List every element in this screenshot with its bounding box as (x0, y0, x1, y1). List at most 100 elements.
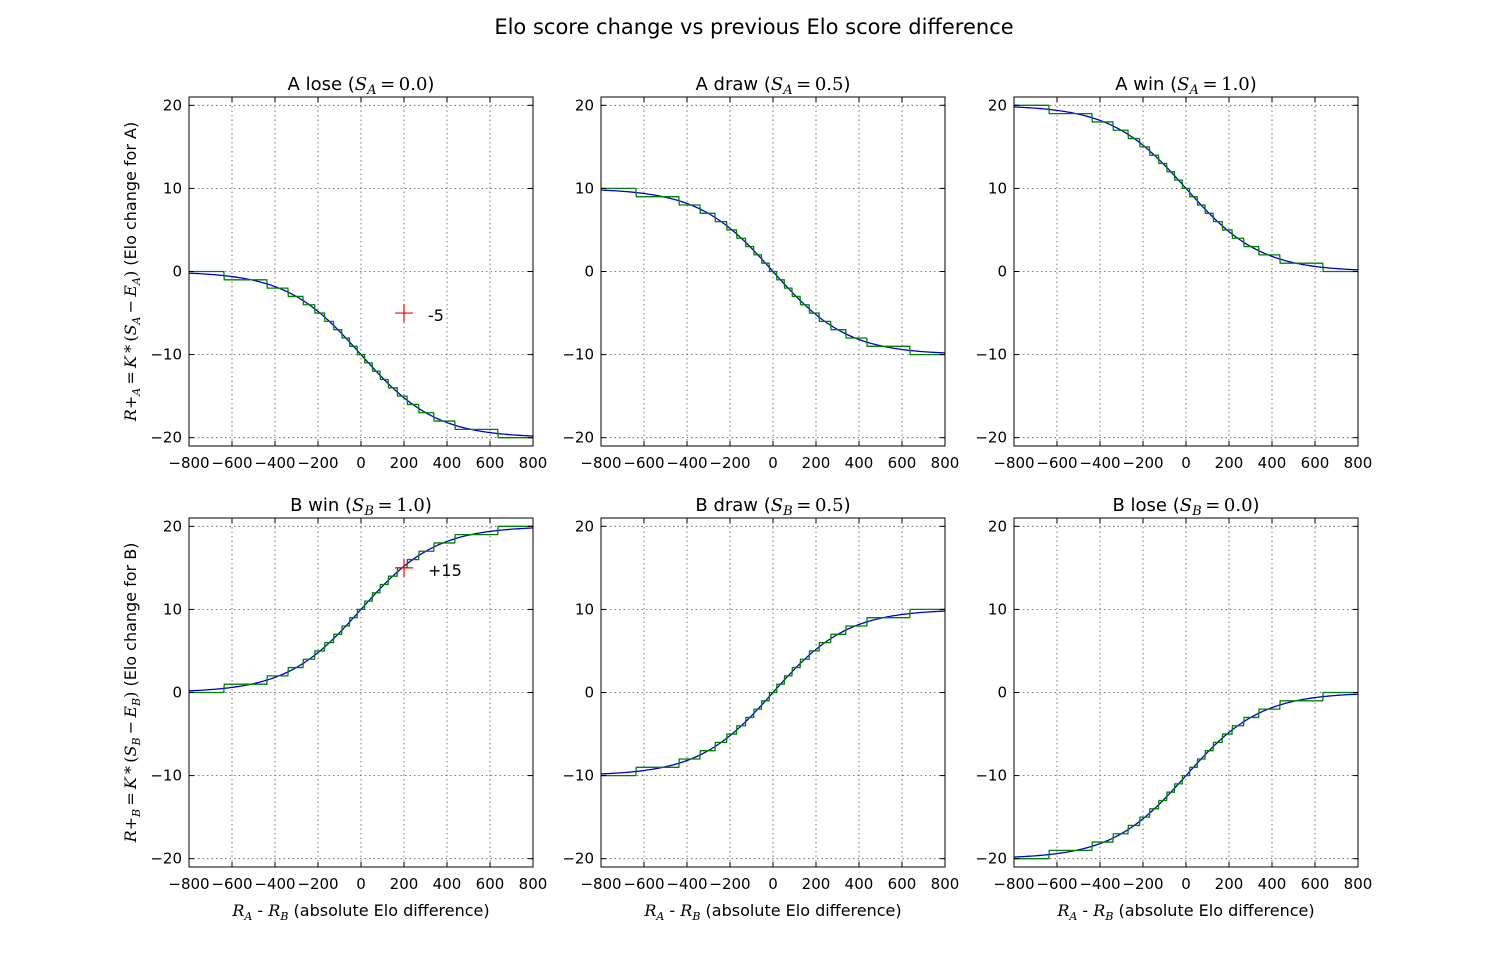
y-tick-label: 20 (575, 96, 594, 114)
x-tick-label: −200 (1122, 875, 1163, 893)
x-tick-label: −800 (168, 454, 209, 472)
y-tick-label: 0 (584, 263, 594, 281)
x-tick-label: −600 (1036, 875, 1077, 893)
x-tick-label: 200 (390, 875, 419, 893)
y-tick-label: −10 (150, 767, 182, 785)
subplot-5: −800 −600 −400 −200 0 200 400 600 800 −20 −10 0 10 20… (562, 495, 959, 923)
subplot-title: B lose (SB = 0.0) (1112, 495, 1259, 519)
x-tick-label: 0 (768, 454, 778, 472)
x-tick-label: 0 (356, 454, 366, 472)
x-tick-label: −200 (297, 875, 338, 893)
x-tick-label: −600 (211, 875, 252, 893)
y-tick-label: 10 (575, 600, 594, 618)
x-tick-label: −800 (580, 454, 621, 472)
x-tick-label: 200 (1215, 454, 1244, 472)
y-axis-label: R+A = K * (SA − EA) (Elo change for A) (121, 122, 143, 422)
x-tick-label: −800 (580, 875, 621, 893)
x-tick-label: 800 (931, 454, 960, 472)
x-tick-label: −600 (623, 454, 664, 472)
x-tick-label: 600 (1301, 454, 1330, 472)
y-tick-label: 20 (163, 517, 182, 535)
x-tick-label: −200 (709, 875, 750, 893)
y-tick-label: 0 (997, 684, 1007, 702)
y-tick-label: 20 (163, 96, 182, 114)
x-tick-label: 0 (356, 875, 366, 893)
figure-title: Elo score change vs previous Elo score d… (494, 15, 1013, 39)
subplot-1: −800 −600 −400 −200 0 200 400 600 800 −20 −10 0 10 20… (121, 74, 547, 472)
y-tick-label: −10 (562, 767, 594, 785)
rounded-change-steps (601, 187, 945, 356)
x-tick-label: 400 (433, 454, 462, 472)
rounded-change-steps (1014, 104, 1358, 273)
y-tick-label: −20 (975, 429, 1007, 447)
x-tick-label: 800 (931, 875, 960, 893)
y-tick-label: 10 (575, 179, 594, 197)
subplot-title: A lose (SA = 0.0) (288, 74, 435, 98)
subplot-2: −800 −600 −400 −200 0 200 400 600 800 −20 −10 0 10 20… (562, 74, 959, 472)
y-tick-label: 0 (997, 263, 1007, 281)
y-tick-label: 0 (172, 684, 182, 702)
y-axis-label: R+B = K * (SB − EB) (Elo change for B) (121, 543, 143, 844)
subplot-6: −800 −600 −400 −200 0 200 400 600 800 −20 −10 0 10 20… (975, 495, 1372, 923)
subplot-3: −800 −600 −400 −200 0 200 400 600 800 −20 −10 0 10 20… (975, 74, 1372, 472)
y-tick-label: −10 (562, 346, 594, 364)
y-tick-label: −20 (562, 850, 594, 868)
x-tick-label: −200 (297, 454, 338, 472)
y-tick-label: −20 (975, 850, 1007, 868)
x-tick-label: 800 (519, 875, 548, 893)
x-tick-label: 0 (768, 875, 778, 893)
rounded-change-steps (1014, 691, 1358, 860)
subplot-grid: −800 −600 −400 −200 0 200 400 600 800−20−1001020… (121, 74, 1372, 923)
subplot-title: A win (SA = 1.0) (1115, 74, 1257, 98)
x-tick-label: −800 (993, 875, 1034, 893)
x-tick-label: 200 (1215, 875, 1244, 893)
x-tick-label: 600 (476, 454, 505, 472)
x-tick-label: 400 (1258, 454, 1287, 472)
y-tick-label: −20 (150, 850, 182, 868)
x-tick-label: −600 (1036, 454, 1077, 472)
y-tick-label: −10 (975, 346, 1007, 364)
subplot-title: B win (SB = 1.0) (290, 495, 432, 519)
annotation-label: -5 (428, 306, 444, 325)
y-tick-label: 10 (988, 600, 1007, 618)
y-tick-label: −10 (975, 767, 1007, 785)
y-tick-label: 10 (988, 179, 1007, 197)
rounded-change-steps (189, 270, 533, 439)
rounded-change-steps (189, 525, 533, 694)
x-tick-label: 0 (1181, 875, 1191, 893)
x-tick-label: −400 (1079, 454, 1120, 472)
annotation-label: +15 (428, 561, 462, 580)
x-tick-label: −600 (623, 875, 664, 893)
y-tick-label: −20 (562, 429, 594, 447)
subplot-4: −800 −600 −400 −200 0 200 400 600 800 −20 −10 0 10 20… (121, 495, 547, 923)
x-tick-label: −400 (254, 454, 295, 472)
x-tick-label: −400 (666, 454, 707, 472)
x-tick-label: 600 (888, 875, 917, 893)
y-tick-label: 0 (584, 684, 594, 702)
x-tick-label: 0 (1181, 454, 1191, 472)
subplot-title: B draw (SB = 0.5) (695, 495, 850, 519)
rounded-change-steps (601, 608, 945, 777)
x-tick-label: 400 (433, 875, 462, 893)
x-axis-label: RA - RB (absolute Elo difference) (231, 901, 489, 923)
x-tick-label: 200 (390, 454, 419, 472)
x-tick-label: 800 (1344, 454, 1373, 472)
x-tick-label: 600 (1301, 875, 1330, 893)
x-tick-label: 800 (1344, 875, 1373, 893)
x-tick-label: −400 (254, 875, 295, 893)
x-axis-label: RA - RB (absolute Elo difference) (1056, 901, 1314, 923)
x-axis-label: RA - RB (absolute Elo difference) (643, 901, 901, 923)
x-tick-label: 400 (1258, 875, 1287, 893)
x-tick-label: 600 (476, 875, 505, 893)
x-tick-label: 200 (802, 454, 831, 472)
y-tick-label: −10 (150, 346, 182, 364)
x-tick-label: −200 (1122, 454, 1163, 472)
x-tick-label: −400 (666, 875, 707, 893)
y-tick-label: 20 (988, 96, 1007, 114)
y-tick-label: 0 (172, 263, 182, 281)
subplot-title: A draw (SA = 0.5) (695, 74, 850, 98)
y-tick-label: 10 (163, 600, 182, 618)
y-tick-label: 10 (163, 179, 182, 197)
x-tick-label: −200 (709, 454, 750, 472)
x-tick-label: 600 (888, 454, 917, 472)
